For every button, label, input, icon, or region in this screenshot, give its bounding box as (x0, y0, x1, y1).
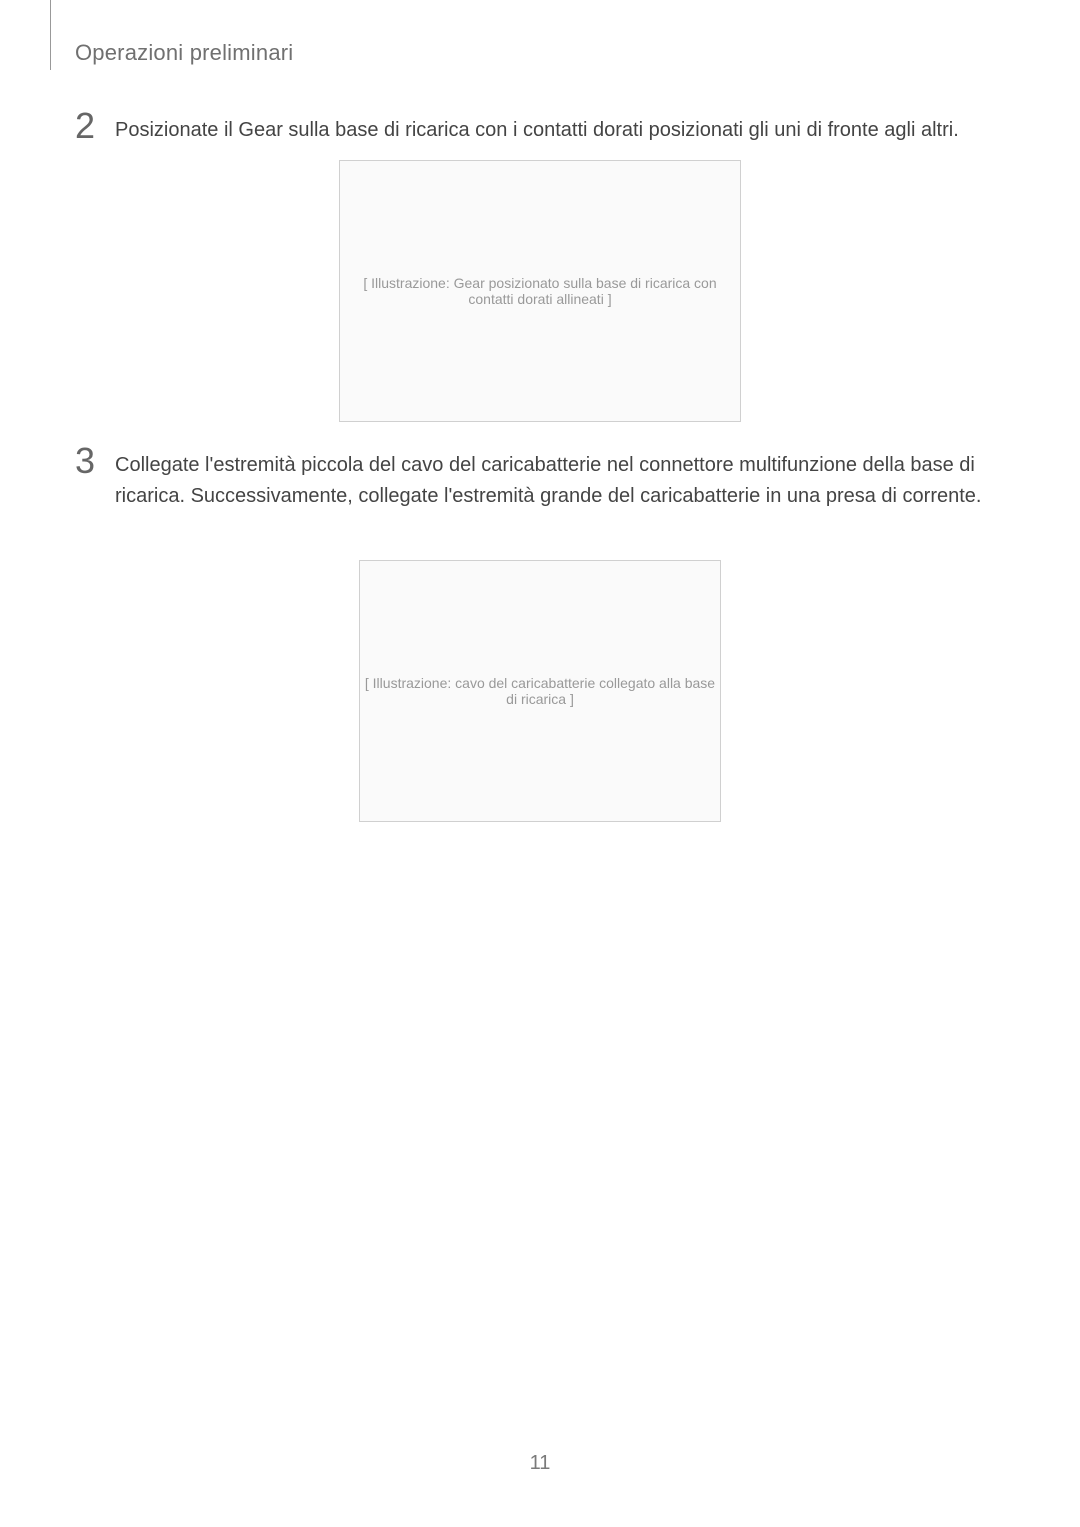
step-3-text: Collegate l'estremità piccola del cavo d… (115, 450, 1020, 512)
step-3-number: 3 (75, 440, 95, 482)
step-2: 2 Posizionate il Gear sulla base di rica… (75, 115, 1020, 146)
page-number: 11 (0, 1452, 1080, 1475)
figure-1: [ Illustrazione: Gear posizionato sulla … (0, 160, 1080, 422)
document-page: Operazioni preliminari 2 Posizionate il … (0, 0, 1080, 1527)
figure-1-placeholder: [ Illustrazione: Gear posizionato sulla … (339, 160, 741, 422)
step-3: 3 Collegate l'estremità piccola del cavo… (75, 450, 1020, 512)
step-2-number: 2 (75, 105, 95, 147)
page-header-title: Operazioni preliminari (75, 40, 293, 66)
figure-2: [ Illustrazione: cavo del caricabatterie… (0, 560, 1080, 822)
step-2-text: Posizionate il Gear sulla base di ricari… (115, 115, 1020, 146)
figure-2-placeholder: [ Illustrazione: cavo del caricabatterie… (359, 560, 721, 822)
header-left-rule (50, 0, 51, 70)
